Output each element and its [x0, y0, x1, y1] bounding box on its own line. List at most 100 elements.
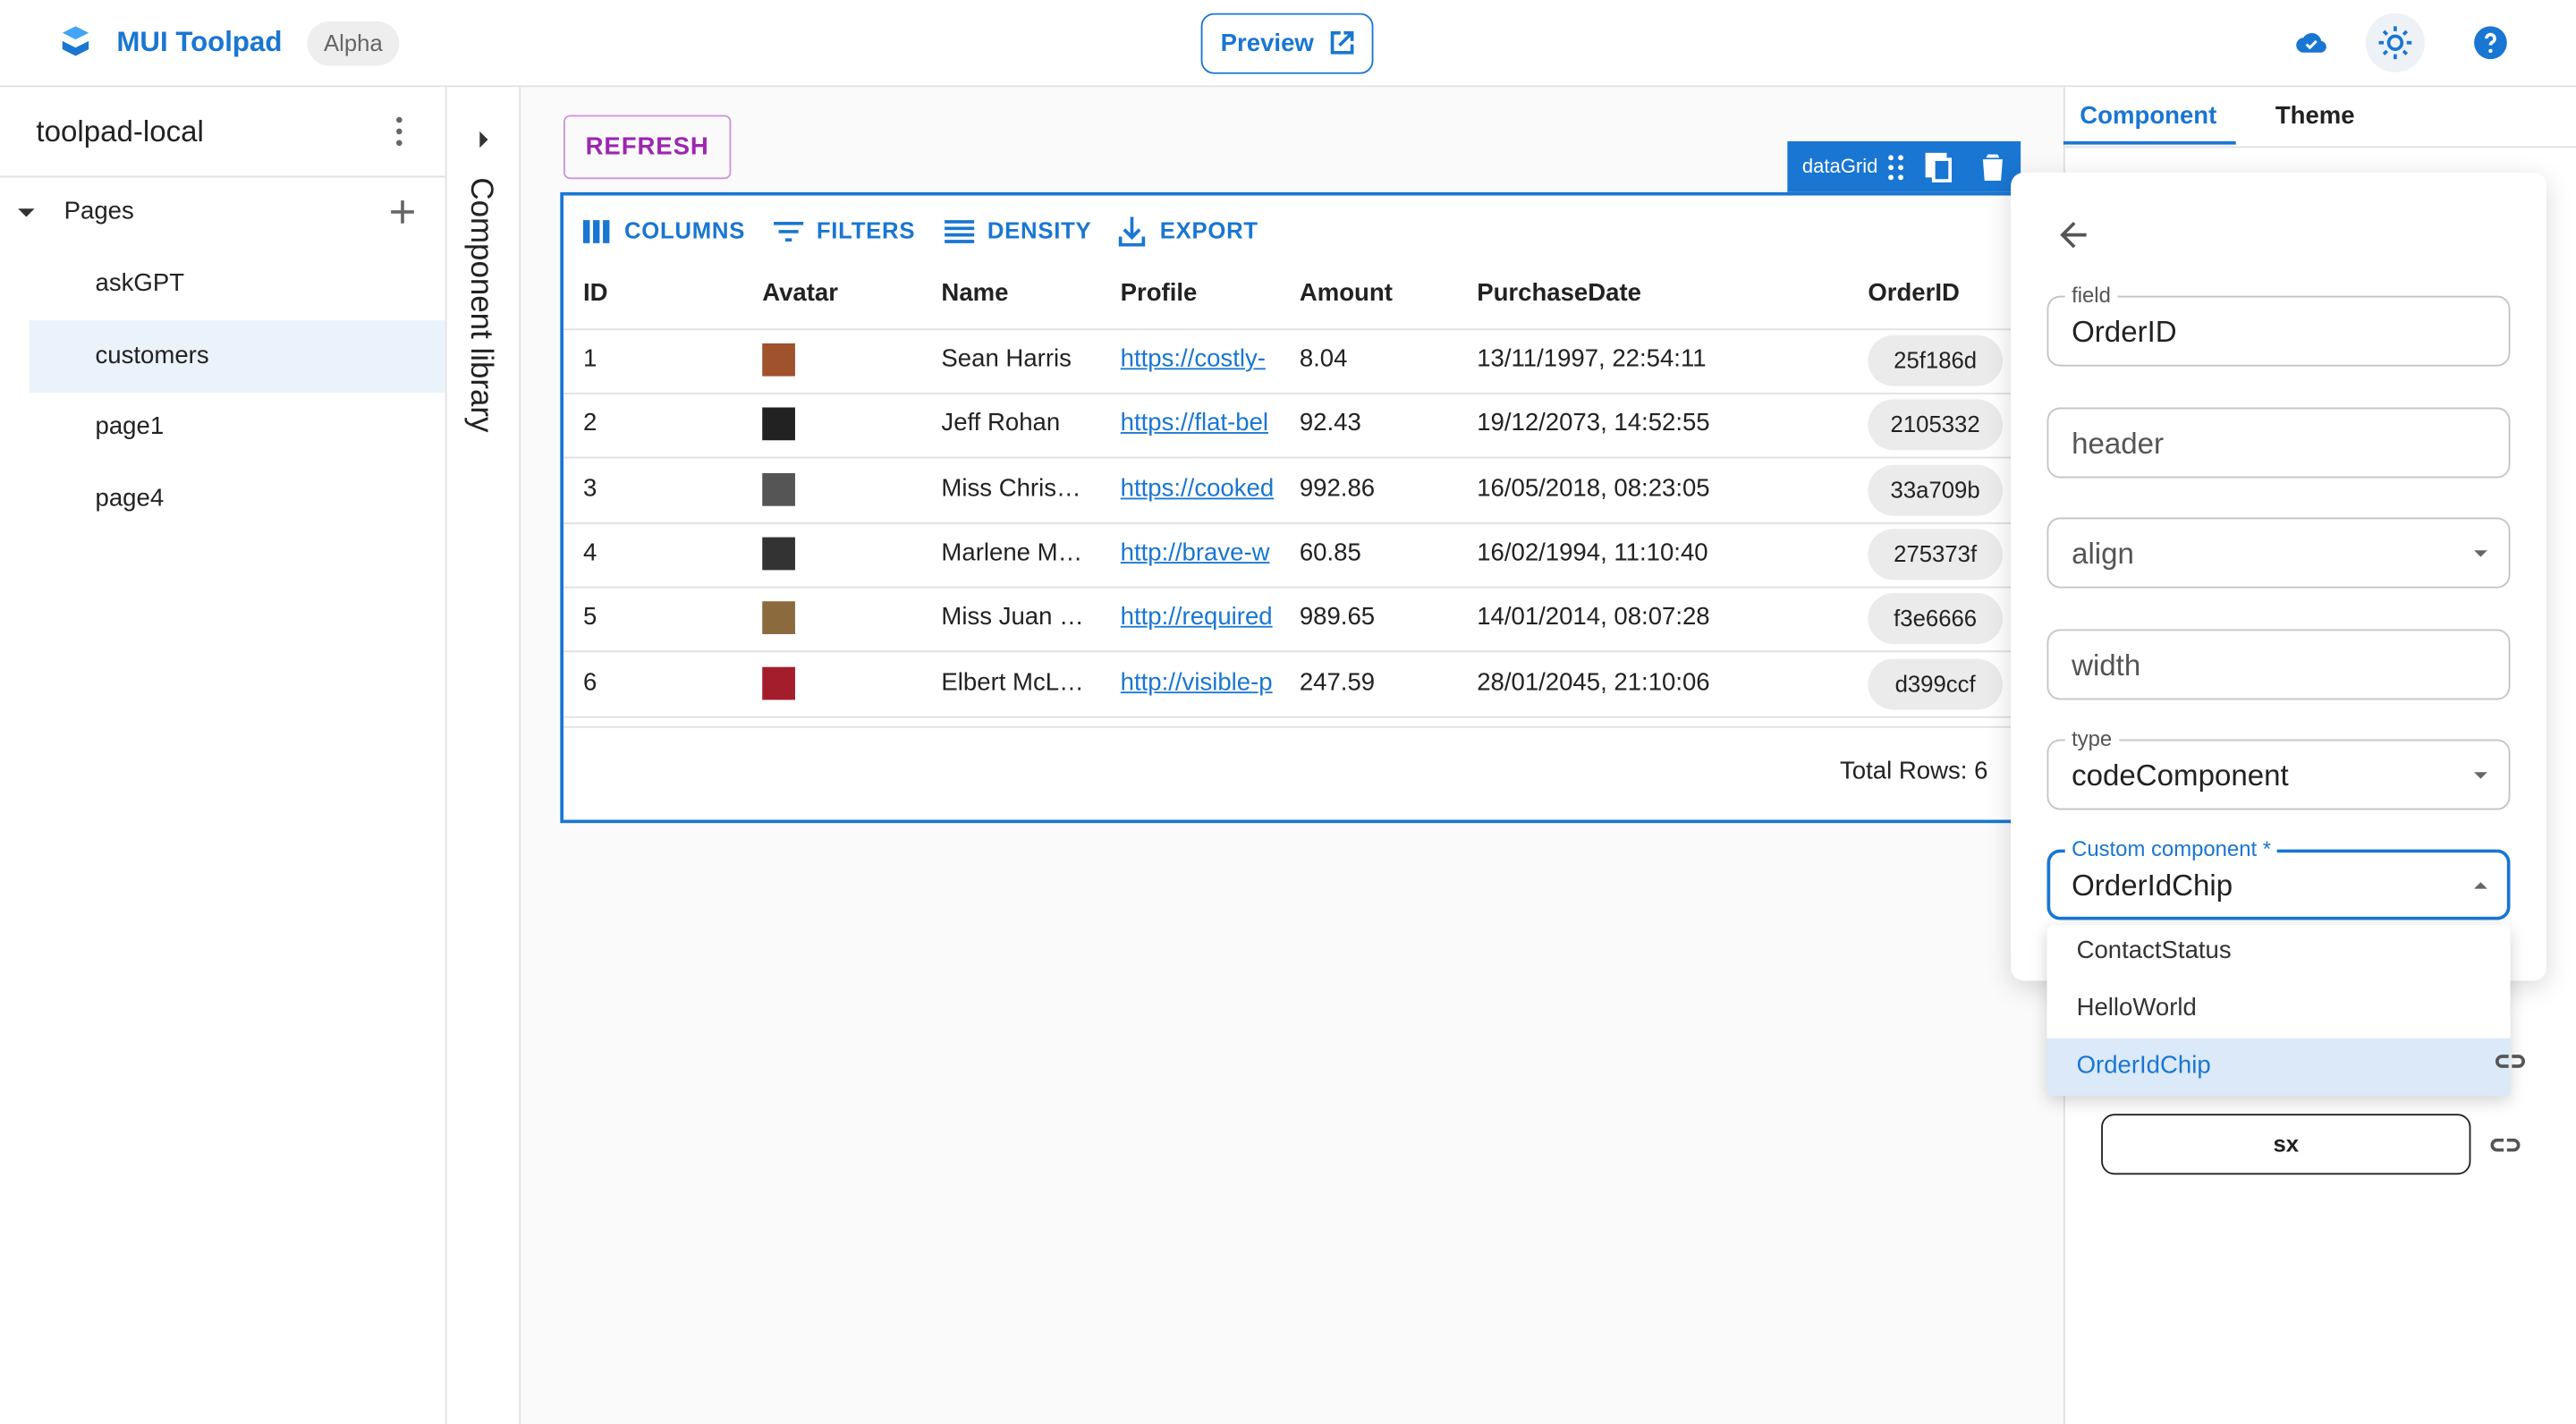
back-arrow[interactable]	[2054, 216, 2093, 255]
open-icon[interactable]	[1323, 23, 1362, 63]
field-value: header	[2072, 427, 2165, 461]
toolbar-button[interactable]: EXPORT	[1159, 216, 1258, 243]
add-page[interactable]	[383, 192, 422, 232]
field-label: field	[2064, 282, 2118, 309]
toolbar-icon[interactable]	[769, 212, 809, 251]
profile-link[interactable]: https://cooked	[1120, 474, 1275, 503]
row-divider	[563, 521, 2012, 524]
select-arrow[interactable]	[2461, 866, 2500, 905]
select-arrow[interactable]	[2461, 756, 2500, 795]
column-header: Name	[941, 279, 1009, 308]
row-divider	[563, 650, 2012, 653]
duplicate-icon[interactable]	[1920, 148, 1960, 187]
profile-link[interactable]: https://flat-bel	[1120, 409, 1269, 438]
cell: Sean Harris	[941, 344, 1072, 373]
cell: 28/01/2045, 21:10:06	[1477, 667, 1710, 696]
header-divider	[563, 328, 2012, 331]
library-toggle[interactable]	[463, 120, 503, 159]
profile-link[interactable]: http://required	[1120, 603, 1273, 631]
cell: 2	[583, 409, 597, 438]
project-name: toolpad-local	[36, 114, 204, 148]
cell: Miss Chris…	[941, 474, 1081, 503]
page-item[interactable]: page4	[95, 484, 165, 513]
sidebar-divider	[0, 175, 445, 178]
link-icon[interactable]	[2490, 1041, 2529, 1081]
row-count: Total Rows: 6	[1840, 757, 1988, 785]
link-icon[interactable]	[2486, 1125, 2525, 1165]
order-chip: 33a709b	[1868, 464, 2003, 515]
text-field[interactable]	[2046, 629, 2511, 700]
library-label[interactable]: Component library	[462, 177, 498, 433]
help-icon[interactable]	[2470, 23, 2510, 63]
profile-link[interactable]: https://costly-	[1120, 344, 1266, 373]
library-strip	[446, 87, 521, 1424]
option[interactable]: HelloWorld	[2076, 994, 2197, 1022]
pages-caret[interactable]	[6, 192, 46, 232]
cloud-icon[interactable]	[2290, 23, 2329, 63]
preview-button[interactable]: Preview	[1200, 13, 1374, 74]
text-field[interactable]	[2046, 517, 2511, 589]
selection-tag: dataGrid	[1787, 140, 2021, 192]
field-value: codeComponent	[2072, 759, 2289, 793]
row-divider	[563, 392, 2012, 394]
select-arrow[interactable]	[2461, 534, 2500, 573]
cell: 13/11/1997, 22:54:11	[1477, 344, 1707, 373]
column-header: ID	[583, 279, 608, 308]
tab[interactable]: Theme	[2275, 101, 2355, 131]
field-label: type	[2064, 725, 2119, 753]
page-item[interactable]: customers	[95, 341, 209, 369]
cell: 16/05/2018, 08:23:05	[1477, 474, 1710, 503]
row-divider	[563, 457, 2012, 459]
delete-icon[interactable]	[1973, 148, 2012, 187]
toolbar-icon[interactable]	[577, 212, 616, 251]
toolbar-button[interactable]: COLUMNS	[623, 216, 746, 243]
row-divider	[563, 715, 2012, 717]
text-field[interactable]	[2046, 407, 2511, 479]
field-value: OrderID	[2072, 315, 2177, 349]
tab[interactable]: Component	[2080, 101, 2217, 131]
toolbar-button[interactable]: DENSITY	[987, 216, 1092, 243]
profile-link[interactable]: http://brave-w	[1120, 538, 1270, 567]
project-menu[interactable]	[379, 112, 419, 151]
pages-heading: Pages	[64, 197, 134, 225]
order-chip: 275373f	[1868, 529, 2003, 581]
field-value: width	[2072, 648, 2141, 682]
tab-indicator	[2063, 140, 2236, 145]
cell: Jeff Rohan	[941, 409, 1061, 438]
cell: 989.65	[1299, 603, 1376, 631]
text-field[interactable]	[2046, 295, 2511, 367]
row-divider	[563, 586, 2012, 589]
column-header: Amount	[1299, 279, 1393, 308]
order-chip: 2105332	[1868, 399, 2003, 451]
avatar	[762, 472, 795, 505]
page-selected-bg	[30, 319, 445, 393]
alpha-badge: Alpha	[307, 21, 400, 66]
profile-link[interactable]: http://visible-p	[1120, 667, 1273, 696]
order-chip: f3e6666	[1868, 593, 2003, 645]
toolbar-icon[interactable]	[940, 212, 979, 251]
cell: 8.04	[1299, 344, 1348, 373]
refresh-button[interactable]: REFRESH	[563, 114, 732, 180]
sx-button[interactable]: sx	[2101, 1114, 2471, 1175]
page-item[interactable]: askGPT	[95, 269, 185, 298]
cell: 14/01/2014, 08:07:28	[1477, 603, 1710, 631]
option-selected-bg	[2046, 1038, 2511, 1097]
cell: Marlene M…	[941, 538, 1083, 567]
footer-divider	[563, 725, 2012, 728]
sun-icon[interactable]	[2376, 23, 2415, 63]
column-header: Avatar	[762, 279, 838, 308]
cell: 992.86	[1299, 474, 1376, 503]
cell: 1	[583, 344, 597, 373]
theme-button-bg[interactable]	[2365, 13, 2425, 72]
field-value: align	[2072, 537, 2134, 571]
option[interactable]: ContactStatus	[2076, 936, 2232, 965]
text-field[interactable]	[2046, 739, 2511, 810]
toolbar-icon[interactable]	[1112, 212, 1151, 251]
option[interactable]: OrderIdChip	[2076, 1051, 2211, 1080]
toolbar-button[interactable]: FILTERS	[816, 216, 916, 243]
page-item[interactable]: page1	[95, 412, 165, 441]
drag-icon[interactable]	[1877, 148, 1916, 187]
order-chip: d399ccf	[1868, 657, 2003, 709]
field-value: OrderIdChip	[2072, 869, 2233, 903]
cell: 92.43	[1299, 409, 1361, 438]
